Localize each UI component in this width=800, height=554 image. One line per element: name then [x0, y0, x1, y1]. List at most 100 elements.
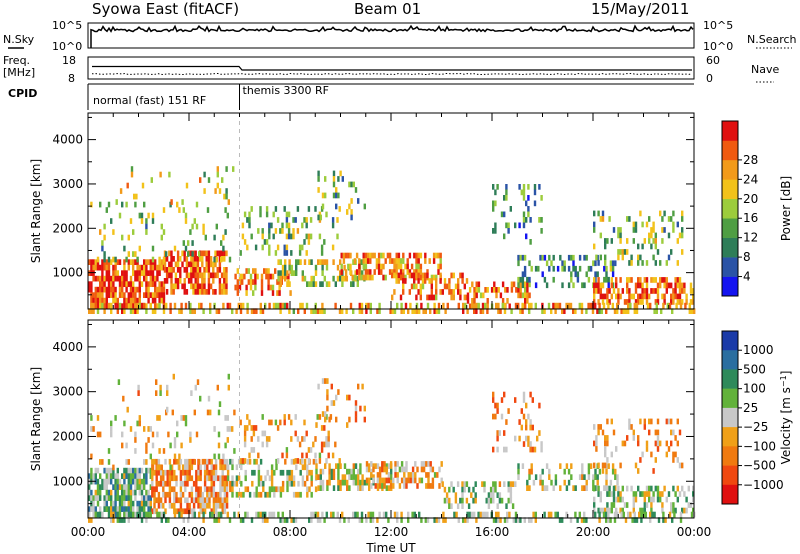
data-cell [251, 469, 254, 476]
data-cell [325, 441, 328, 448]
data-cell [382, 252, 385, 259]
data-cell [184, 420, 188, 427]
data-cell [206, 458, 209, 465]
data-cell [125, 442, 128, 449]
data-cell [526, 485, 529, 491]
data-cell [267, 279, 270, 285]
data-cell [231, 458, 234, 465]
data-cell [221, 469, 224, 476]
data-cell [223, 289, 226, 295]
data-cell [587, 302, 590, 309]
data-cell [103, 308, 106, 314]
data-cell [138, 270, 141, 276]
data-cell [261, 414, 264, 420]
data-cell [522, 217, 526, 223]
data-cell [561, 517, 564, 523]
data-cell [570, 276, 573, 283]
data-cell [634, 288, 638, 294]
data-cell [341, 275, 344, 282]
data-cell [494, 402, 497, 409]
data-cell [410, 263, 414, 270]
data-cell [96, 489, 100, 496]
data-cell [105, 207, 108, 213]
y-tick-label: 4000 [52, 340, 83, 354]
data-cell [151, 486, 154, 493]
data-cell [88, 489, 91, 496]
data-cell [337, 474, 340, 480]
data-cell [326, 389, 329, 395]
data-cell [121, 489, 124, 496]
data-cell [329, 414, 333, 420]
data-cell [110, 259, 113, 265]
data-cell [312, 308, 315, 314]
data-cell [652, 468, 655, 474]
data-cell [294, 458, 297, 464]
data-cell [168, 497, 172, 504]
data-cell [132, 251, 135, 257]
data-cell [440, 477, 443, 484]
data-cell [156, 264, 159, 271]
data-cell [519, 276, 522, 283]
data-cell [654, 440, 657, 447]
data-cell [324, 411, 327, 417]
data-cell [552, 485, 555, 491]
data-cell [132, 264, 135, 271]
data-cell [328, 416, 331, 423]
freq-frame [87, 56, 695, 80]
data-cell [252, 430, 256, 437]
data-cell [383, 461, 386, 467]
data-cell [222, 234, 225, 241]
data-cell [525, 233, 528, 240]
data-cell [125, 281, 128, 287]
data-cell [481, 308, 485, 314]
data-cell [185, 272, 189, 279]
data-cell [654, 429, 657, 436]
data-cell [433, 517, 436, 523]
data-cell [217, 502, 220, 509]
data-cell [656, 293, 660, 300]
data-cell [129, 218, 133, 224]
data-cell [380, 269, 383, 275]
data-cell [427, 461, 430, 467]
data-cell [187, 272, 191, 279]
data-cell [110, 286, 113, 293]
data-cell [384, 274, 387, 281]
data-cell [567, 468, 571, 475]
data-cell [236, 284, 239, 291]
data-cell [151, 292, 155, 298]
data-cell [88, 511, 91, 518]
data-cell [203, 272, 206, 279]
data-cell [581, 468, 584, 475]
data-cell [676, 221, 679, 228]
freq-series-line [92, 65, 692, 71]
data-cell [448, 497, 451, 504]
data-cell [641, 243, 644, 250]
data-cell [306, 469, 309, 476]
data-cell [529, 217, 532, 223]
data-cell [392, 483, 395, 489]
data-cell [360, 308, 364, 314]
data-cell [279, 259, 282, 265]
data-cell [639, 457, 642, 463]
data-cell [608, 216, 611, 222]
data-cell [583, 511, 586, 518]
data-cell [306, 281, 309, 287]
data-cell [195, 431, 199, 438]
data-cell [192, 497, 196, 504]
data-cell [274, 250, 278, 256]
data-cell [654, 485, 657, 492]
data-cell [134, 473, 137, 479]
data-cell [214, 497, 218, 504]
data-cell [194, 256, 197, 262]
data-cell [604, 451, 607, 458]
data-cell [121, 442, 124, 449]
data-cell [159, 384, 162, 391]
data-cell [357, 485, 360, 491]
data-cell [672, 288, 675, 294]
data-cell [151, 431, 155, 438]
data-cell [180, 302, 183, 309]
data-cell [439, 258, 442, 264]
data-cell [276, 458, 280, 464]
data-cell [327, 430, 330, 437]
data-cell [639, 418, 642, 425]
